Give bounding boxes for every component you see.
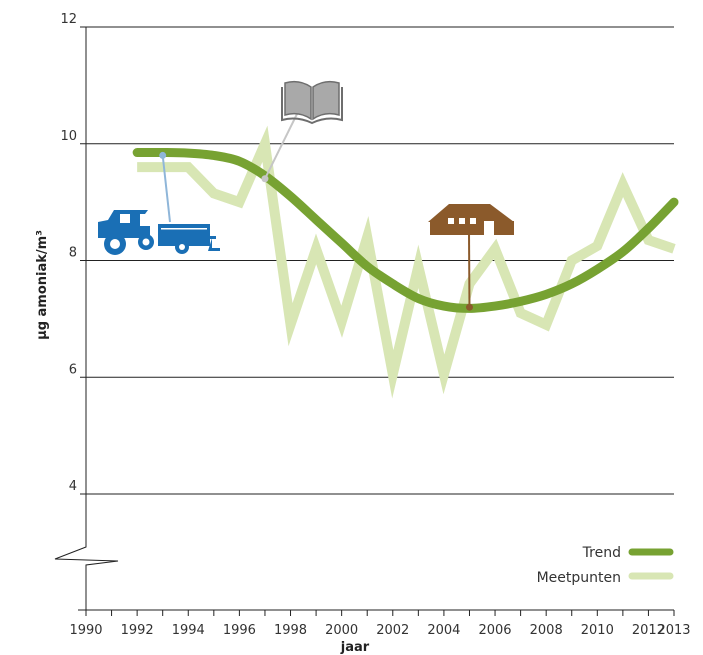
annotation-layer [159,111,473,311]
tractor-icon [98,210,220,255]
y-axis-title: µg amoniak/m³ [35,230,50,340]
legend-label-meetpunten: Meetpunten [537,570,621,586]
annotation-connector [161,155,171,223]
annotation-connector [264,111,299,180]
x-tick-label: 2012 [632,623,665,638]
annotation-dot [261,175,269,183]
x-tick-label: 2013 [657,623,690,638]
x-tick-label: 2006 [478,623,511,638]
annotation-dot [159,151,167,159]
x-tick-label: 1998 [274,623,307,638]
series-line-trend [132,147,679,313]
grid [86,26,674,495]
y-tick-label: 6 [69,362,77,377]
barn-icon [428,204,514,235]
legend-label-trend: Trend [582,545,621,561]
x-tick-label: 2010 [581,623,614,638]
x-tick-label: 1992 [121,623,154,638]
series-layer [132,125,679,399]
x-tick-label: 1994 [172,623,205,638]
series-line-meetpunten [137,125,676,399]
tick-layer: 4 6 8 10 12 1990 1992 1994 1996 1998 2000 2002 2004 2… [60,12,690,638]
axes [54,26,675,616]
x-tick-label: 2008 [530,623,563,638]
book-icon [281,80,343,125]
legend: Trend Meetpunten [537,545,674,586]
x-tick-label: 2002 [376,623,409,638]
y-tick-label: 4 [69,479,77,494]
y-tick-label: 12 [60,12,77,27]
x-tick-label: 1996 [223,623,256,638]
x-tick-label: 1990 [69,623,102,638]
annotation-dot [465,303,473,311]
y-tick-label: 10 [60,129,77,144]
x-axis-title: jaar [340,640,370,655]
x-tick-label: 2004 [427,623,460,638]
y-axis-line [54,27,119,610]
y-tick-label: 8 [69,246,77,261]
x-tick-label: 2000 [325,623,358,638]
